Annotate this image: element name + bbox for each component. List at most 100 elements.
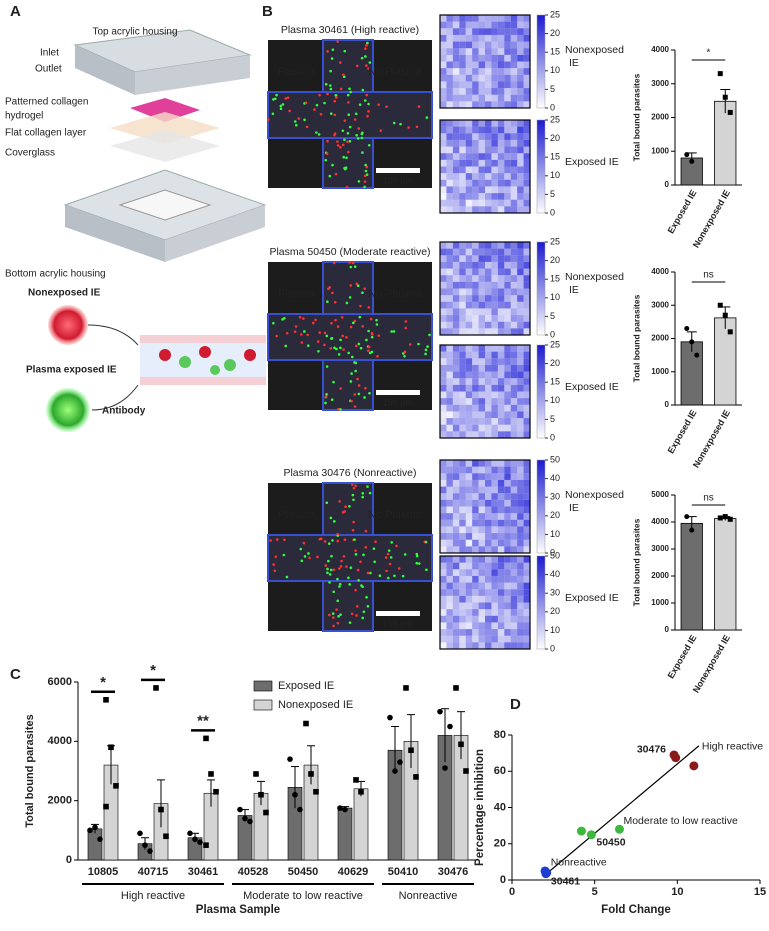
- heatmap-cell: [472, 635, 479, 643]
- micrograph-label: Plasma: [278, 288, 316, 300]
- heatmap-cell: [517, 391, 524, 399]
- x-axis-label: Fold Change: [601, 904, 671, 916]
- heatmap-cell: [440, 268, 447, 276]
- heatmap-cell: [472, 358, 479, 365]
- heatmap-cell: [510, 539, 518, 547]
- heatmap-cell: [478, 179, 485, 187]
- heatmap-cell: [504, 460, 511, 467]
- cell-dot: [332, 568, 336, 572]
- heatmap-cell: [504, 268, 511, 276]
- coverglass: [110, 130, 220, 162]
- cell-dot: [389, 556, 393, 559]
- heatmap-cell: [504, 546, 511, 553]
- heatmap-cell: [497, 569, 505, 576]
- heatmap-cell: [491, 513, 498, 520]
- cell-dot: [332, 590, 336, 594]
- heatmap-cell: [478, 255, 485, 262]
- significance-label: *: [707, 48, 711, 59]
- heatmap-cell: [478, 556, 485, 563]
- heatmap-cell: [478, 48, 485, 55]
- cell-dot: [366, 485, 369, 488]
- colorbar-tick-label: 0: [550, 329, 555, 339]
- heatmap-cell: [504, 275, 511, 282]
- heatmap-cell: [510, 622, 518, 630]
- colorbar-tick-label: 30: [550, 492, 560, 502]
- heatmap-cell: [472, 248, 479, 256]
- heatmap-cell: [459, 321, 466, 329]
- heatmap-cell: [491, 493, 498, 500]
- heatmap-cell: [491, 281, 498, 289]
- heatmap-cell: [465, 629, 473, 636]
- heatmap-cell: [472, 569, 479, 576]
- heatmap-cell: [497, 499, 505, 507]
- cell-dot: [343, 138, 346, 142]
- heatmap-cell: [472, 418, 479, 425]
- heatmap-cell: [510, 569, 518, 576]
- heatmap-cell: [504, 351, 511, 359]
- cell-dot: [325, 393, 328, 396]
- heatmap-cell: [440, 153, 447, 160]
- data-point: [163, 833, 169, 840]
- cell-dot: [325, 365, 329, 368]
- heatmap-cell: [517, 54, 524, 62]
- heatmap-cell: [517, 275, 524, 282]
- heatmap-cell: [440, 378, 447, 385]
- cell-dot: [334, 94, 338, 97]
- heatmap-cell: [491, 268, 498, 276]
- cell-dot: [351, 261, 355, 265]
- heatmap-cell: [523, 506, 530, 514]
- series-label: Nonreactive: [551, 857, 607, 869]
- data-point: [158, 806, 164, 813]
- heatmap-cell: [491, 328, 498, 335]
- heatmap-cell: [485, 562, 492, 570]
- heatmap-cell: [497, 602, 505, 610]
- heatmap-cell: [485, 159, 492, 167]
- colorbar: [536, 119, 546, 214]
- heatmap-cell: [517, 173, 524, 180]
- cell-dot: [329, 84, 332, 87]
- heatmap-cell: [491, 391, 498, 399]
- heatmap-cell: [485, 28, 492, 35]
- cell-dot: [279, 107, 283, 111]
- heatmap-cell: [485, 308, 492, 316]
- cell-dot: [415, 125, 419, 129]
- heatmap-cell: [491, 602, 498, 610]
- cell-dot: [341, 129, 345, 133]
- heatmap-cell: [497, 562, 505, 570]
- cell-dot: [283, 316, 286, 320]
- heatmap-cell: [504, 101, 511, 108]
- heatmap-cell: [446, 288, 453, 296]
- cell-dot: [363, 174, 367, 178]
- heatmap-cell: [504, 120, 511, 127]
- colorbar-tick-label: 15: [550, 152, 560, 162]
- heatmap-cell: [465, 166, 473, 174]
- heatmap-cell: [459, 94, 466, 102]
- heatmap-cell: [491, 615, 498, 623]
- heatmap-cell: [523, 595, 530, 603]
- heatmap-cell: [510, 54, 518, 62]
- heatmap-cell: [478, 54, 485, 62]
- cell-dot: [284, 97, 288, 100]
- heatmap-cell: [485, 378, 492, 385]
- heatmap-cell: [491, 431, 498, 438]
- heatmap-cell: [465, 146, 473, 154]
- group-label: Moderate to low reactive: [243, 890, 363, 902]
- heatmap-cell: [459, 41, 466, 49]
- heatmap-cell: [523, 398, 530, 405]
- heatmap-cell: [485, 120, 492, 127]
- heatmap-cell: [440, 460, 447, 467]
- data-point: [447, 723, 453, 730]
- heatmap-cell: [485, 556, 492, 563]
- heatmap-cell: [523, 48, 530, 55]
- heatmap-cell: [446, 54, 453, 62]
- cell-dot: [387, 549, 391, 552]
- bar: [680, 522, 703, 631]
- heatmap-cell: [465, 479, 473, 487]
- cell-dot: [370, 335, 374, 339]
- heatmap: [439, 344, 531, 439]
- heatmap-cell: [478, 589, 485, 596]
- y-tick-label: 40: [494, 801, 506, 813]
- heatmap-cell: [452, 15, 460, 22]
- heatmap-cell: [478, 486, 485, 494]
- heatmap-cell: [446, 248, 453, 256]
